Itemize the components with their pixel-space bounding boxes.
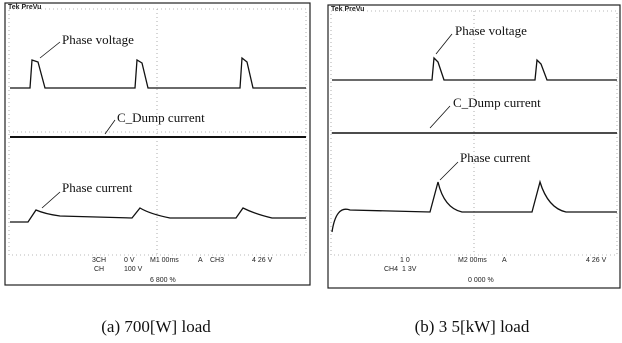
readout: M1 00ms [150,257,179,264]
trace-label: Phase voltage [455,23,527,38]
readout: 0 000 % [468,277,494,284]
scope-panel-a: Tek PreVu Phase voltage C_Dump current P… [5,3,310,285]
readout: A [502,257,507,264]
readout: CH3 [210,257,224,264]
caption: (a) 700[W] load [101,317,211,336]
trace-label: C_Dump current [453,95,541,110]
readout: M2 00ms [458,257,487,264]
trace-label: C_Dump current [117,110,205,125]
trace-label: Phase current [62,180,133,195]
scope-header: Tek PreVu [8,4,41,11]
figure: Tek PreVu Phase voltage C_Dump current P… [0,0,622,343]
readout: CH4 [384,266,398,273]
readout: 1 3V [402,266,417,273]
readout: 4 26 V [586,257,607,264]
readout: 100 V [124,266,143,273]
trace-label: Phase voltage [62,32,134,47]
readout: CH [94,266,104,273]
readout: 0 V [124,257,135,264]
readout: A [198,257,203,264]
readout: 6 800 % [150,277,176,284]
readout: 1 0 [400,257,410,264]
scope-header: Tek PreVu [331,6,364,13]
caption: (b) 3 5[kW] load [415,317,530,336]
scope-panel-b: Tek PreVu Phase voltage C_Dump current P… [328,5,620,288]
trace-label: Phase current [460,150,531,165]
panel-frame [5,3,310,285]
readout: 3CH [92,257,106,264]
readout: 4 26 V [252,257,273,264]
